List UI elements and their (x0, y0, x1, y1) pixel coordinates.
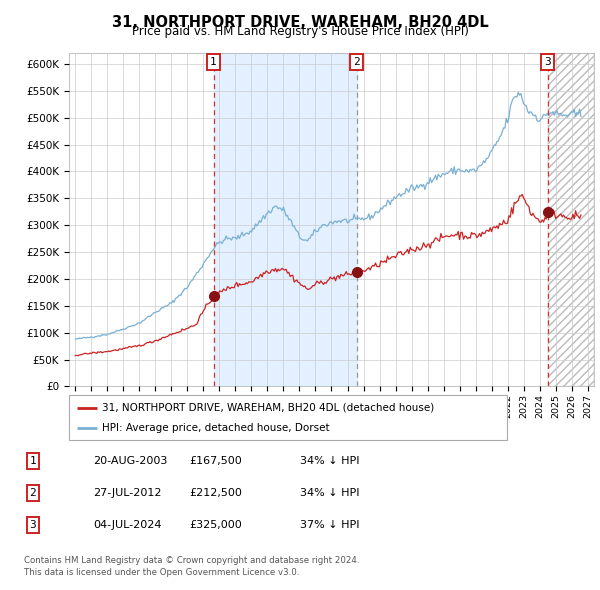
Text: Contains HM Land Registry data © Crown copyright and database right 2024.: Contains HM Land Registry data © Crown c… (24, 556, 359, 565)
Text: Price paid vs. HM Land Registry's House Price Index (HPI): Price paid vs. HM Land Registry's House … (131, 25, 469, 38)
FancyBboxPatch shape (69, 395, 507, 440)
Text: 37% ↓ HPI: 37% ↓ HPI (300, 520, 359, 530)
Text: 1: 1 (29, 457, 37, 466)
Text: 2: 2 (29, 489, 37, 498)
Text: 34% ↓ HPI: 34% ↓ HPI (300, 457, 359, 466)
Text: 1: 1 (210, 57, 217, 67)
Text: 3: 3 (29, 520, 37, 530)
Text: 34% ↓ HPI: 34% ↓ HPI (300, 489, 359, 498)
Text: 20-AUG-2003: 20-AUG-2003 (93, 457, 167, 466)
Text: 3: 3 (544, 57, 551, 67)
Bar (214, 53, 356, 386)
Text: 04-JUL-2024: 04-JUL-2024 (93, 520, 161, 530)
Text: £325,000: £325,000 (189, 520, 242, 530)
Text: £167,500: £167,500 (189, 457, 242, 466)
Text: 31, NORTHPORT DRIVE, WAREHAM, BH20 4DL (detached house): 31, NORTHPORT DRIVE, WAREHAM, BH20 4DL (… (102, 403, 434, 412)
Bar (548, 53, 594, 386)
Text: 31, NORTHPORT DRIVE, WAREHAM, BH20 4DL: 31, NORTHPORT DRIVE, WAREHAM, BH20 4DL (112, 15, 488, 30)
Bar (548, 53, 594, 386)
Text: £212,500: £212,500 (189, 489, 242, 498)
Text: HPI: Average price, detached house, Dorset: HPI: Average price, detached house, Dors… (102, 424, 329, 434)
Text: 2: 2 (353, 57, 360, 67)
Text: 27-JUL-2012: 27-JUL-2012 (93, 489, 161, 498)
Text: This data is licensed under the Open Government Licence v3.0.: This data is licensed under the Open Gov… (24, 568, 299, 577)
